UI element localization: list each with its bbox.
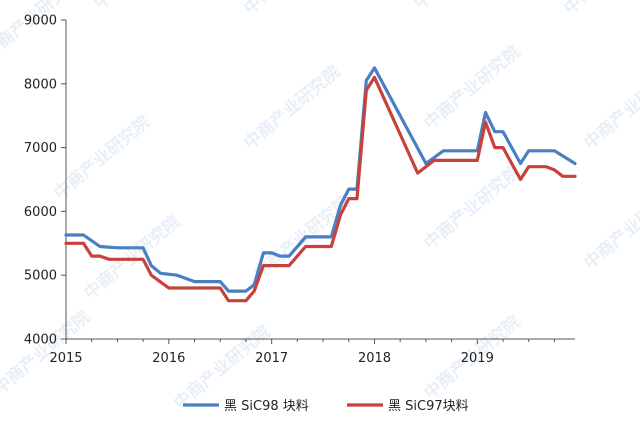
x-tick-label: 2015 [49,351,82,366]
watermark-text: 中商产业研究院 [90,0,195,14]
axes: 4000 5000 6000 7000 8000 9000 2015 2016 2017 2018… [24,14,575,366]
watermark-text: 中商产业研究院 [560,0,640,19]
y-tick-label: 6000 [24,205,57,220]
watermark-text: 中商产业研究院 [420,41,525,134]
y-tick-label: 5000 [24,269,57,284]
y-tick-label: 8000 [24,77,57,92]
x-tick-label: 2016 [152,351,185,366]
watermark-text: 中商产业研究院 [250,191,355,284]
watermark-text: 中商产业研究院 [240,61,345,154]
y-tick-label: 4000 [24,333,57,348]
x-tick-label: 2018 [358,351,391,366]
watermark-text: 中商产业研究院 [240,0,345,19]
series-layer [64,66,577,303]
y-tick-label: 7000 [24,141,57,156]
watermark-text: 中商产业研究院 [420,161,525,254]
watermark-text: 中商产业研究院 [0,0,84,64]
watermark-text: 中商产业研究院 [580,181,640,274]
watermark-text: 中商产业研究院 [580,61,640,154]
series-line-1 [64,66,577,293]
y-tick-label: 9000 [24,14,57,29]
legend-label-2: 黑 SiC97块料 [388,399,469,414]
x-tick-label: 2019 [461,351,494,366]
legend: 黑 SiC98 块料 黑 SiC97块料 [183,399,469,414]
watermark-text: 中商产业研究院 [50,111,155,204]
legend-label-1: 黑 SiC98 块料 [224,399,309,414]
watermark-text: 中商产业研究院 [410,0,515,14]
series-line-2 [64,75,577,303]
x-tick-label: 2017 [255,351,288,366]
